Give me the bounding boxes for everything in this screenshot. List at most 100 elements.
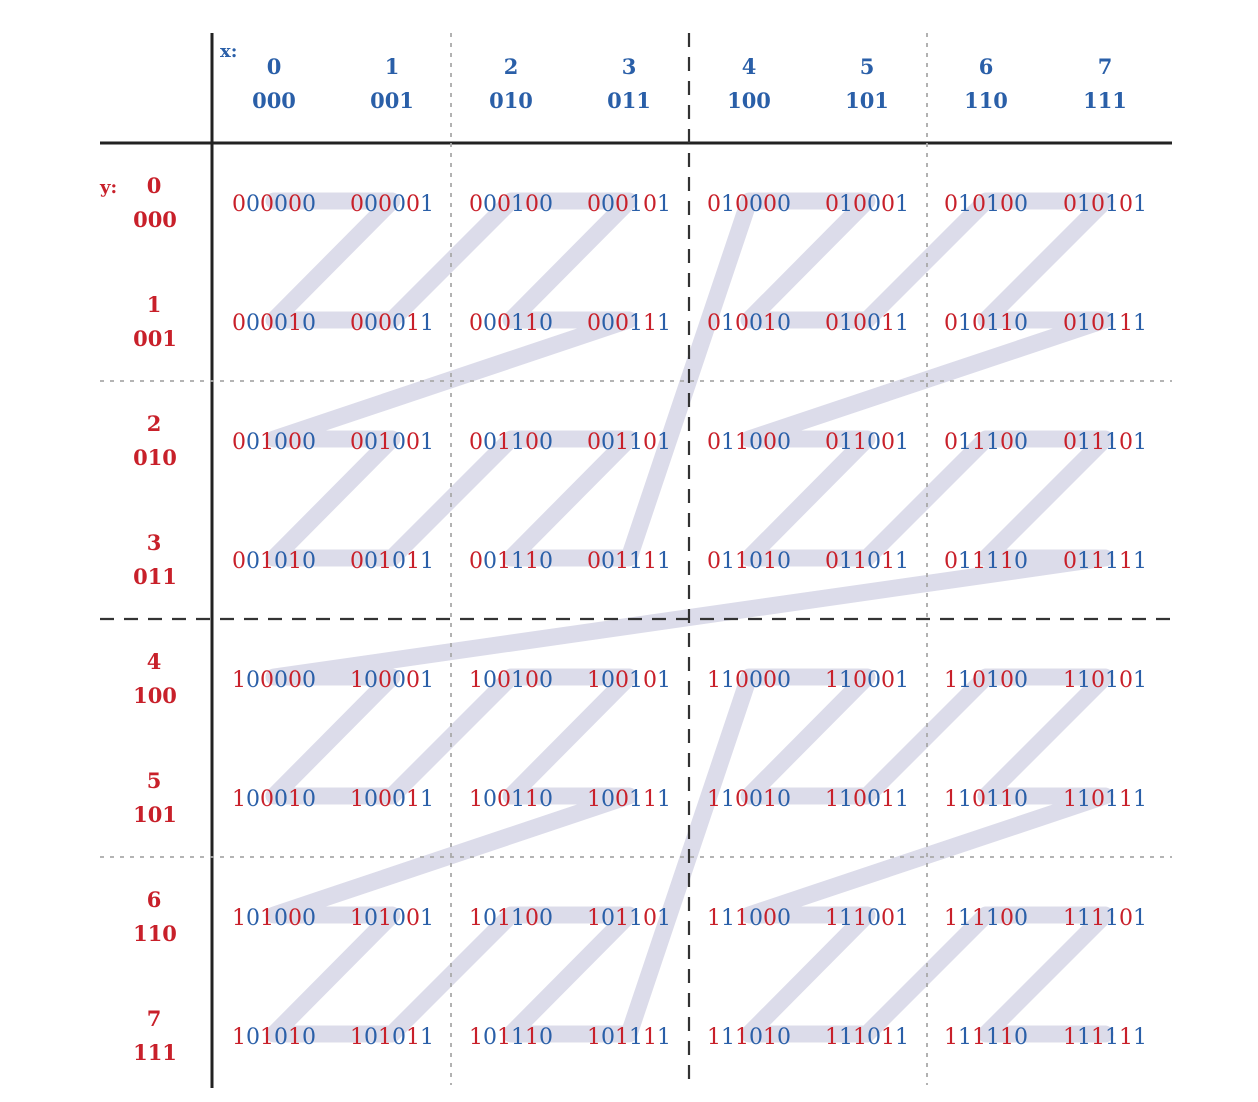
cell-code: 001010	[232, 549, 316, 574]
cell-code: 100111	[587, 787, 671, 812]
cell-code: 110010	[707, 787, 791, 812]
y-axis-label: y:	[99, 177, 117, 198]
cell-code: 101100	[469, 906, 553, 931]
y-decimal-label: 3	[147, 530, 162, 555]
cell-code: 011010	[707, 549, 791, 574]
cell-code: 010000	[707, 192, 791, 217]
cell-code: 001101	[587, 430, 671, 455]
cell-code: 001011	[350, 549, 434, 574]
x-decimal-label: 6	[979, 54, 994, 79]
cell-code: 111110	[944, 1025, 1028, 1050]
cell-code: 111100	[944, 906, 1028, 931]
cell-code: 101000	[232, 906, 316, 931]
y-binary-label: 001	[133, 326, 177, 351]
cell-code: 001110	[469, 549, 553, 574]
cell-code: 011011	[825, 549, 909, 574]
cell-code: 000101	[587, 192, 671, 217]
grid-lines	[100, 33, 1172, 1088]
y-binary-label: 100	[133, 683, 177, 708]
cell-code: 010101	[1063, 192, 1147, 217]
cell-code: 101101	[587, 906, 671, 931]
cell-code: 011101	[1063, 430, 1147, 455]
cell-code: 101110	[469, 1025, 553, 1050]
cell-code: 100011	[350, 787, 434, 812]
cell-code: 010100	[944, 192, 1028, 217]
cell-code: 100000	[232, 668, 316, 693]
x-binary-label: 111	[1083, 88, 1127, 113]
cell-code: 011110	[944, 549, 1028, 574]
x-decimal-label: 4	[742, 54, 757, 79]
cell-code: 100010	[232, 787, 316, 812]
x-decimal-label: 1	[385, 54, 400, 79]
cell-code: 110100	[944, 668, 1028, 693]
cell-code: 110001	[825, 668, 909, 693]
y-binary-label: 011	[133, 564, 177, 589]
x-decimal-label: 0	[267, 54, 282, 79]
cell-code: 101111	[587, 1025, 671, 1050]
cell-code: 100101	[587, 668, 671, 693]
cell-code: 001001	[350, 430, 434, 455]
cell-code: 111111	[1063, 1025, 1147, 1050]
cell-code: 000011	[350, 311, 434, 336]
y-binary-label: 010	[133, 445, 177, 470]
cell-code: 110101	[1063, 668, 1147, 693]
cell-code: 111011	[825, 1025, 909, 1050]
cell-code: 111001	[825, 906, 909, 931]
cell-code: 101011	[350, 1025, 434, 1050]
cell-code: 111101	[1063, 906, 1147, 931]
y-decimal-label: 4	[147, 649, 162, 674]
axis-headers: x: y: 0000100120103011410051016110711100…	[99, 41, 1127, 1065]
y-binary-label: 101	[133, 802, 177, 827]
x-decimal-label: 7	[1098, 54, 1113, 79]
x-binary-label: 010	[489, 88, 533, 113]
cell-code: 110011	[825, 787, 909, 812]
y-binary-label: 000	[133, 207, 177, 232]
cell-code: 101010	[232, 1025, 316, 1050]
y-decimal-label: 1	[147, 292, 162, 317]
x-decimal-label: 2	[504, 54, 519, 79]
cell-code: 001111	[587, 549, 671, 574]
x-axis-label: x:	[220, 41, 237, 62]
x-decimal-label: 5	[860, 54, 875, 79]
cell-code: 110000	[707, 668, 791, 693]
cell-code: 000010	[232, 311, 316, 336]
cell-code: 011100	[944, 430, 1028, 455]
cell-code: 001000	[232, 430, 316, 455]
cell-code: 100100	[469, 668, 553, 693]
cell-code: 000100	[469, 192, 553, 217]
y-binary-label: 111	[133, 1040, 177, 1065]
cell-code: 111000	[707, 906, 791, 931]
y-binary-label: 110	[133, 921, 177, 946]
x-binary-label: 001	[370, 88, 414, 113]
cell-code: 001100	[469, 430, 553, 455]
cell-code: 100110	[469, 787, 553, 812]
cell-code: 011001	[825, 430, 909, 455]
cell-code: 101001	[350, 906, 434, 931]
y-decimal-label: 5	[147, 768, 162, 793]
y-decimal-label: 7	[147, 1006, 162, 1031]
cell-code: 010110	[944, 311, 1028, 336]
y-decimal-label: 2	[147, 411, 162, 436]
cell-code: 110110	[944, 787, 1028, 812]
cell-code: 000001	[350, 192, 434, 217]
x-decimal-label: 3	[622, 54, 637, 79]
cell-code: 011000	[707, 430, 791, 455]
cell-code: 000000	[232, 192, 316, 217]
x-binary-label: 011	[607, 88, 651, 113]
cell-code: 000111	[587, 311, 671, 336]
cell-code: 111010	[707, 1025, 791, 1050]
x-binary-label: 110	[964, 88, 1008, 113]
y-decimal-label: 6	[147, 887, 162, 912]
cell-code: 010001	[825, 192, 909, 217]
cell-code: 010111	[1063, 311, 1147, 336]
cell-code: 010010	[707, 311, 791, 336]
cell-code: 010011	[825, 311, 909, 336]
y-decimal-label: 0	[147, 173, 162, 198]
cell-code: 110111	[1063, 787, 1147, 812]
cell-code: 011111	[1063, 549, 1147, 574]
x-binary-label: 101	[845, 88, 889, 113]
x-binary-label: 100	[727, 88, 771, 113]
cell-codes: 000000 000001 000100 000101 010000 010001 0101…	[232, 192, 1147, 1050]
x-binary-label: 000	[252, 88, 296, 113]
